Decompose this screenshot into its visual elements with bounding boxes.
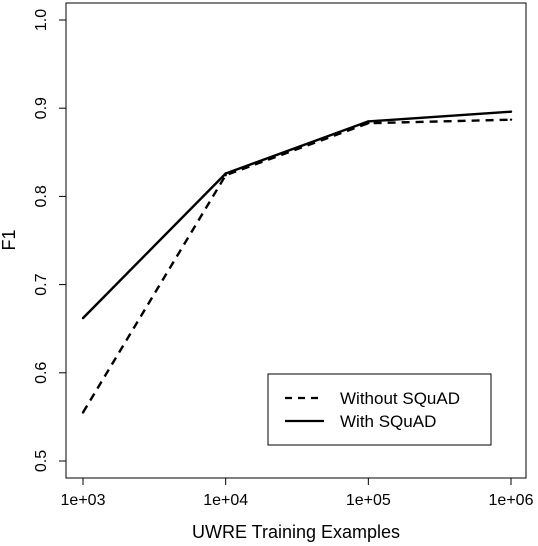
- data-point-with-squad: [224, 172, 227, 175]
- x-tick-label: 1e+03: [61, 492, 106, 509]
- x-axis: 1e+03 1e+04 1e+05 1e+06: [61, 477, 534, 509]
- data-point-without-squad: [509, 118, 513, 121]
- y-axis-label: F1: [0, 229, 19, 250]
- data-point-with-squad: [509, 110, 513, 113]
- legend-label-without-squad: Without SQuAD: [340, 389, 460, 408]
- legend-label-with-squad: With SQuAD: [340, 412, 436, 431]
- x-tick-label: 1e+04: [203, 492, 248, 509]
- series-line-without-squad: [81, 118, 512, 414]
- x-tick-label: 1e+06: [489, 492, 534, 509]
- y-tick-label: 0.9: [33, 97, 50, 119]
- data-point-with-squad: [81, 316, 85, 320]
- data-point-without-squad: [81, 411, 85, 414]
- x-axis-label: UWRE Training Examples: [192, 522, 400, 542]
- y-tick-label: 0.7: [33, 273, 50, 295]
- series-line-with-squad: [82, 110, 512, 319]
- y-tick-label: 0.6: [33, 362, 50, 384]
- y-tick-label: 0.8: [33, 185, 50, 207]
- y-tick-label: 1.0: [33, 9, 50, 31]
- legend-box: [267, 373, 492, 446]
- series-layer: [81, 110, 513, 414]
- legend: Without SQuAD With SQuAD: [267, 373, 492, 446]
- x-tick-label: 1e+05: [346, 492, 391, 509]
- data-point-with-squad: [367, 120, 370, 123]
- y-tick-label: 0.5: [33, 450, 50, 472]
- y-axis: 0.5 0.6 0.7 0.8 0.9 1.0: [33, 9, 67, 472]
